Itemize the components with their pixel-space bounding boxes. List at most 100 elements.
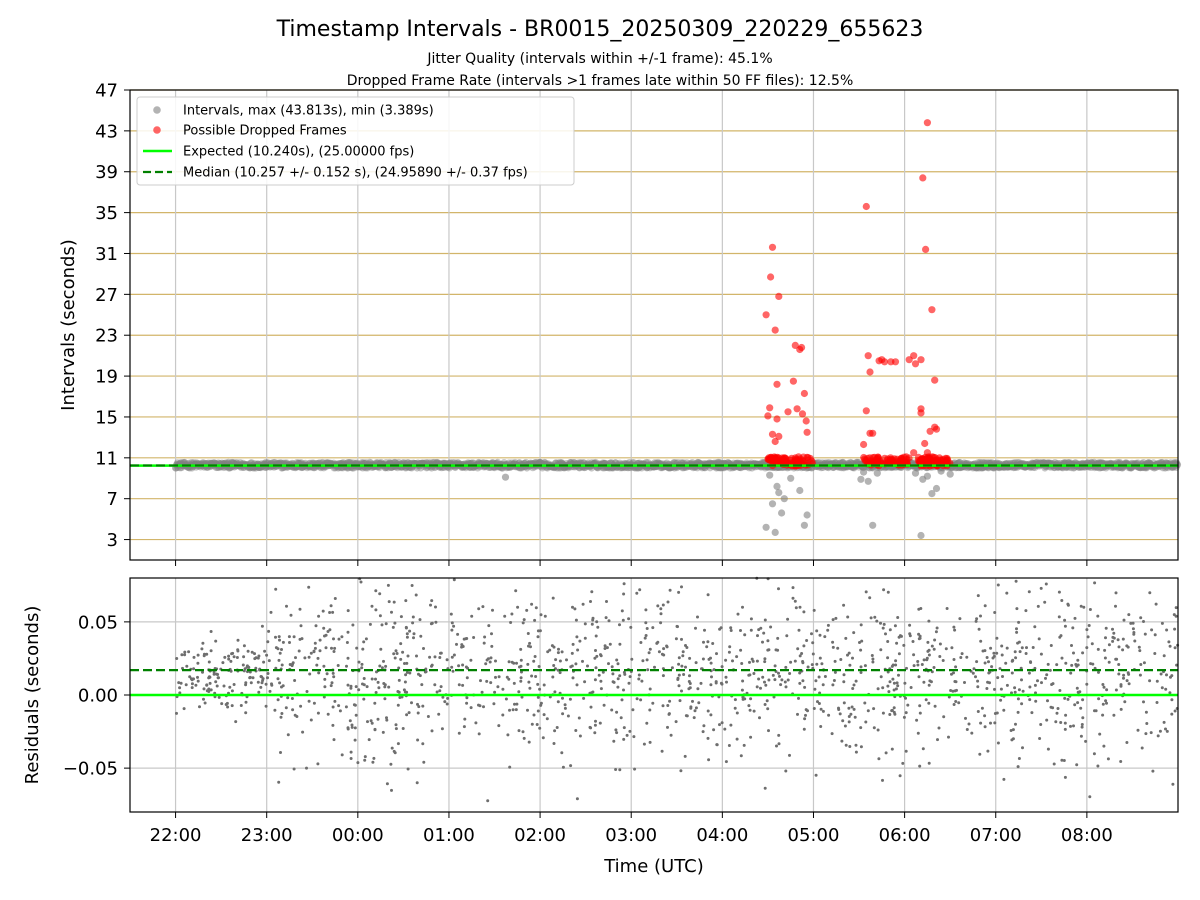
residual-point [903,681,907,685]
residual-point [1005,646,1009,650]
residual-point [307,699,311,703]
residual-point [360,666,364,670]
residual-point [739,648,743,652]
residual-point [836,646,840,650]
residual-point [530,722,534,726]
interval-point [391,458,399,467]
residual-point [894,663,898,667]
residual-point [724,760,728,764]
residual-point [921,747,925,751]
interval-outlier-point [796,486,804,495]
residual-point [382,682,386,685]
residual-point [707,657,711,661]
residual-point [527,680,531,684]
residual-point [859,648,863,652]
residual-point [894,659,898,663]
residual-point [682,673,686,676]
residual-point [1160,686,1164,690]
residual-point [1063,727,1067,731]
residual-point [823,635,827,639]
residual-point [643,636,647,640]
residual-point [1064,713,1068,717]
residual-point [635,591,639,595]
residuals-x-ticks: 22:00 23:00 00:00 01:00 02:00 03:00 04:00 05:00… [150,812,1113,846]
residual-point [414,593,418,597]
residual-point [1014,656,1018,660]
residual-point [648,687,652,691]
interval-point [654,458,662,467]
residual-point [405,670,409,674]
residual-point [593,656,597,660]
residual-point [882,588,886,592]
residual-point [465,701,469,705]
residual-point [980,706,984,710]
residual-point [1080,725,1084,729]
residual-point [232,655,236,659]
residual-point [465,637,469,640]
residual-point [516,605,520,609]
residual-point [614,768,618,771]
intervals-y-tick-label: 47 [95,81,118,102]
residual-point [976,679,980,683]
residual-point [1072,651,1075,655]
residual-point [477,703,480,707]
residual-point [535,723,539,726]
residual-point [299,704,303,708]
residual-point [1014,722,1017,726]
residual-point [279,751,282,754]
interval-point [592,458,600,467]
interval-point [1158,458,1166,467]
residual-point [363,755,367,759]
residual-point [1089,662,1093,666]
dropped-frame-point [766,404,774,412]
residual-point [1036,604,1040,608]
residual-point [1103,648,1107,652]
residual-point [387,685,391,689]
residual-point [223,655,227,659]
residual-point [469,658,473,662]
residual-point [517,690,521,694]
residual-point [789,660,793,664]
residual-point [509,621,513,624]
residual-point [530,674,534,678]
residual-point [205,689,209,693]
dropped-frame-point [773,415,781,423]
residual-point [644,621,648,625]
residual-point [348,719,352,723]
interval-point [536,458,544,467]
residual-point [209,630,213,633]
residual-point [1059,721,1063,724]
interval-outlier-point [928,490,936,498]
residual-point [1123,700,1127,704]
residuals-y-axis-label: Residuals (seconds) [22,606,43,785]
residual-point [528,641,532,645]
residual-point [895,681,899,685]
residual-point [844,743,848,747]
residual-point [533,618,537,622]
residual-point [944,647,948,651]
residual-point [1155,701,1159,704]
residual-point [403,690,407,694]
residual-point [804,713,807,717]
residual-point [764,683,768,687]
residual-point [1102,685,1106,689]
residual-point [1101,713,1105,717]
residual-point [520,695,524,699]
residual-point [312,701,316,705]
residual-point [630,657,634,661]
residual-point [758,716,761,720]
residual-point [231,651,235,655]
residual-point [351,623,355,627]
residual-point [308,672,312,676]
residuals-y-tick-label: 0.00 [78,686,118,707]
residual-point [796,712,799,716]
residual-point [1076,701,1080,705]
residual-point [370,721,374,725]
interval-point [714,458,722,466]
dropped-frame-point [922,245,930,253]
residual-point [953,628,957,632]
residual-point [266,676,269,680]
interval-outlier-point [803,511,811,519]
residual-point [796,647,800,651]
residual-point [383,697,387,701]
